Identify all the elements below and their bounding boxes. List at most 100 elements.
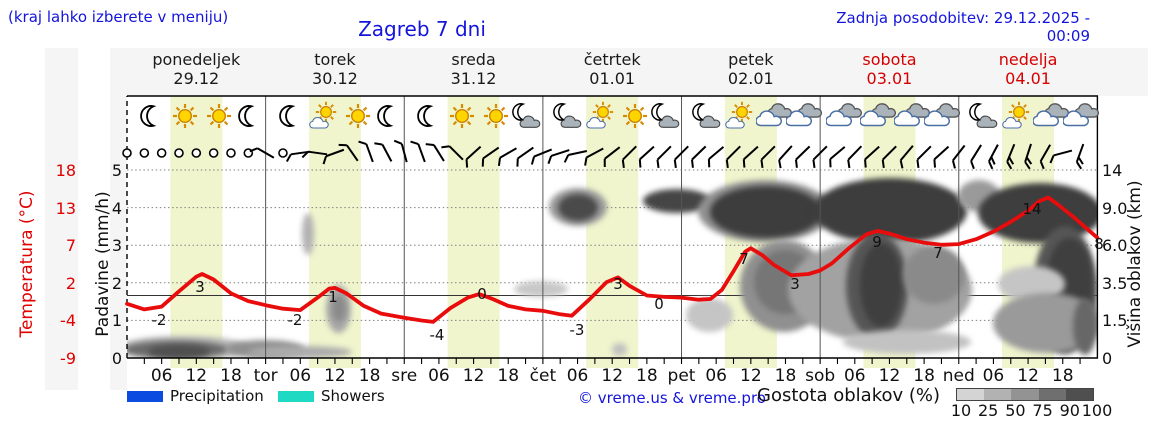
wind-barb-icon (358, 140, 374, 163)
x-axis-hour-label: 06 (151, 366, 173, 386)
forecast-icon-slot (583, 98, 619, 134)
cloud-density-scale-segment (984, 389, 1012, 400)
clouds-icon (784, 103, 822, 127)
calm-wind-icon (139, 148, 150, 158)
x-axis-hour-label: 18 (1052, 366, 1074, 386)
x-axis-day-abbr: ned (943, 366, 975, 386)
day-date: 29.12 (173, 69, 220, 88)
moon-cloud-icon (553, 103, 582, 128)
moon-icon (417, 105, 434, 127)
wind-barb-icon (829, 146, 846, 168)
wind-barb-icon (249, 147, 275, 159)
wind-barb-icon (530, 148, 553, 165)
legend-showers-swatch (278, 391, 314, 402)
forecast-icon-slot (231, 98, 267, 134)
forecast-icon-slot (647, 98, 683, 134)
forecast-icon-slot (167, 98, 203, 134)
clouds-icon (1062, 103, 1099, 127)
wind-barb-icon (864, 145, 880, 168)
cloud-density-scale-label: 25 (978, 401, 999, 420)
wind-barb-icon (621, 145, 637, 168)
x-axis-day-abbr: pet (668, 366, 696, 386)
calm-wind-icon (226, 148, 236, 158)
temperature-value-label: 14 (1022, 200, 1041, 218)
cloud-density-scale-segment (1038, 389, 1066, 400)
forecast-icon-slot (1062, 98, 1099, 134)
forecast-icon-slot (133, 98, 169, 134)
clouds-icon (825, 103, 863, 127)
copyright-link[interactable]: © vreme.us & vreme.pro (578, 389, 766, 407)
wind-barb-icon (847, 145, 863, 169)
cloud-height-tick-label: 14 (1102, 161, 1123, 180)
day-name: torek (314, 50, 356, 69)
location-hint: (kraj lahko izberete v meniju) (8, 8, 229, 26)
precip-tick-label: 3 (111, 236, 122, 256)
wind-barb-icon (1006, 143, 1016, 170)
moon-cloud-icon (691, 103, 720, 128)
last-update: Zadnja posodobitev: 29.12.2025 - 00:09 (836, 9, 1090, 45)
forecast-icon-slot (306, 98, 342, 134)
wind-barb-icon (393, 139, 408, 163)
x-axis-hour-label: 06 (844, 366, 866, 386)
x-axis-hour-label: 06 (983, 366, 1005, 386)
wind-barb-icon (374, 142, 393, 162)
moon-icon (140, 105, 157, 127)
cloud-density-scale-label: 75 (1032, 401, 1053, 420)
moon-cloud-icon (512, 103, 541, 128)
cloud-blob (860, 243, 902, 327)
temperature-value-label: 0 (477, 285, 487, 303)
wind-barb-icon (497, 147, 517, 167)
wind-barb-icon (441, 145, 464, 161)
wind-barb-icon (691, 145, 707, 168)
cloud-height-tick-label: 3.5 (1102, 273, 1128, 293)
temperature-value-label: -2 (288, 311, 303, 329)
sun-icon (622, 104, 647, 128)
cloud-blob (332, 295, 346, 322)
wind-barb-icon (301, 150, 328, 159)
x-axis-hour-label: 18 (913, 366, 935, 386)
x-axis-hour-label: 12 (185, 366, 207, 386)
cloud-blob (903, 246, 965, 304)
sun-icon (484, 104, 509, 128)
wind-barb-icon (603, 146, 621, 168)
sun-icon (173, 104, 197, 128)
wind-barb-icon (899, 145, 914, 169)
wind-barb-icon (1039, 144, 1052, 170)
x-axis-hour-label: 12 (740, 366, 762, 386)
x-axis-hour-label: 18 (359, 366, 381, 386)
cloud-density-scale-label: 100 (1081, 401, 1113, 420)
cloud-blob (710, 186, 822, 238)
wind-barb-icon (638, 145, 655, 168)
daylight-band (586, 96, 639, 368)
wind-barb-icon (1024, 143, 1033, 170)
temperature-value-label: 3 (195, 278, 205, 296)
left-gutter-bg (110, 96, 127, 390)
temp-tick-label: -9 (60, 349, 76, 368)
forecast-icon-slot (201, 98, 237, 134)
calm-wind-icon (122, 148, 132, 158)
wind-barb-icon (951, 144, 966, 169)
calm-wind-icon (174, 148, 184, 158)
calm-wind-icon (156, 148, 167, 158)
wind-barb-icon (778, 145, 793, 169)
precip-tick-label: 1 (111, 311, 122, 331)
moon-icon (376, 105, 393, 127)
daylight-band (170, 96, 223, 368)
wind-barb-icon (1075, 143, 1085, 170)
temperature-value-label: 9 (872, 233, 882, 251)
wind-barb-icon (656, 145, 672, 168)
day-name: ponedeljek (152, 50, 241, 69)
day-date: 04.01 (1005, 69, 1051, 88)
sun-cloud-icon (1002, 101, 1029, 129)
moon-icon (278, 105, 295, 127)
wind-barb-icon (584, 147, 604, 166)
x-axis-hour-label: 12 (879, 366, 901, 386)
x-axis-hour-label: 12 (463, 366, 485, 386)
clouds-icon (893, 103, 931, 127)
moon-cloud-icon (651, 103, 680, 128)
x-axis-hour-label: 06 (567, 366, 589, 386)
